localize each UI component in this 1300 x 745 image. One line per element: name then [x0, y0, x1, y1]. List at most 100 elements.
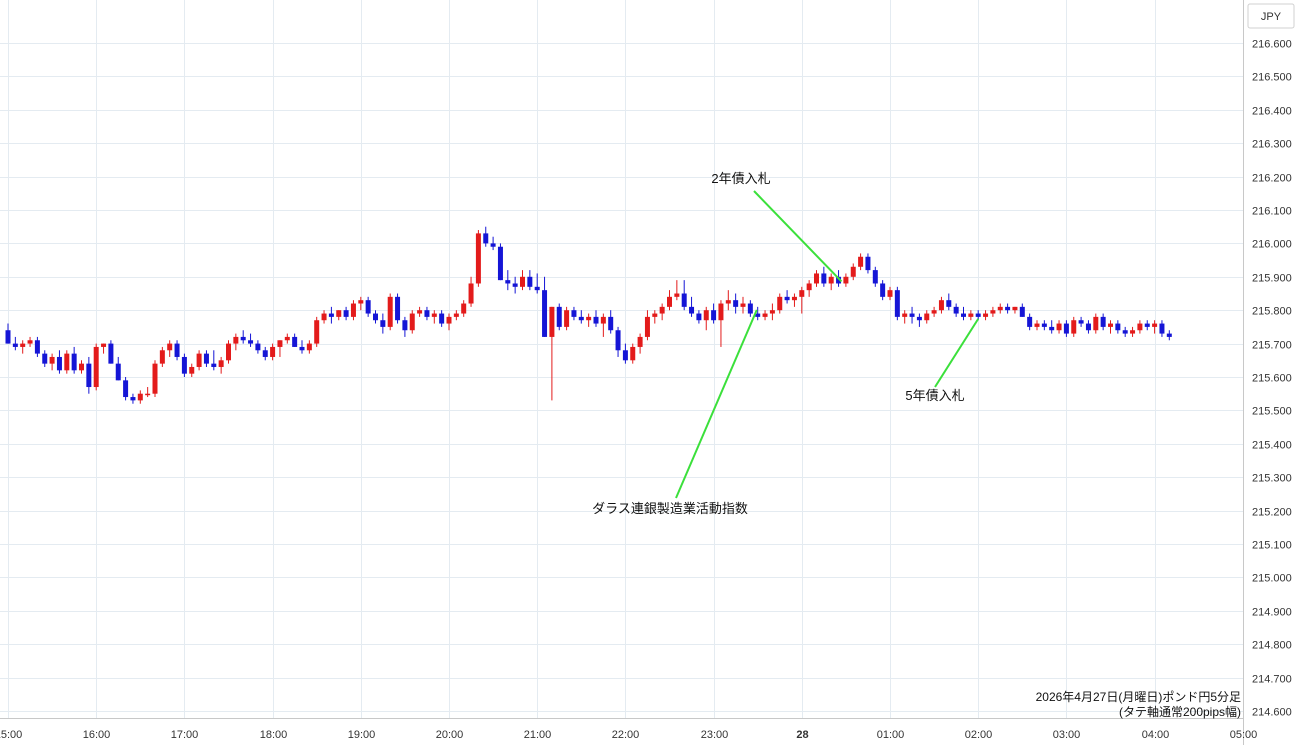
candle: [659, 303, 665, 321]
y-tick-label: 215.300: [1252, 473, 1292, 485]
y-tick-label: 214.900: [1252, 607, 1292, 619]
annotation-label: 2年債入札: [711, 171, 770, 186]
candle-body: [417, 310, 423, 314]
candle: [196, 350, 202, 371]
candle: [1093, 313, 1099, 334]
candle: [461, 300, 467, 317]
candle-body: [1041, 323, 1047, 327]
candle: [961, 306, 966, 321]
candle: [733, 293, 739, 314]
x-tick-label: 01:00: [877, 729, 905, 741]
candle: [12, 336, 18, 351]
candle: [248, 333, 254, 347]
candle-body: [696, 313, 702, 321]
candle-body: [1063, 323, 1069, 334]
candle: [424, 306, 430, 321]
candle: [314, 316, 320, 347]
candle: [556, 303, 562, 331]
currency-badge[interactable]: [1247, 3, 1295, 29]
candle: [520, 270, 525, 291]
candle-body: [659, 306, 665, 314]
candle-body: [93, 346, 99, 388]
candle: [894, 286, 900, 321]
candle-body: [277, 340, 283, 347]
candle-body: [821, 273, 827, 284]
candle-body: [159, 350, 165, 364]
candle-body: [828, 276, 834, 284]
candle-body: [1130, 330, 1136, 334]
candle: [1122, 326, 1128, 337]
candle: [395, 293, 401, 324]
candle: [740, 296, 746, 314]
candle: [27, 336, 33, 347]
candle: [880, 280, 886, 301]
candle: [203, 350, 209, 367]
candle-body: [953, 306, 959, 314]
y-tick-label: 215.200: [1252, 507, 1292, 519]
candle-body: [475, 233, 481, 284]
candle: [1041, 320, 1047, 331]
candle-body: [292, 336, 298, 347]
candle: [600, 313, 606, 337]
candle: [703, 306, 709, 331]
candle-body: [137, 393, 143, 401]
candle-body: [887, 290, 893, 297]
candle-body: [850, 266, 856, 277]
candle-body: [380, 320, 386, 327]
candle-body: [79, 363, 84, 371]
candle: [409, 310, 415, 334]
candle: [564, 306, 570, 331]
candle: [1144, 320, 1150, 331]
candle: [762, 310, 768, 321]
candle-body: [402, 320, 408, 331]
candle-body: [836, 276, 842, 284]
candle: [483, 226, 489, 247]
candle: [490, 236, 496, 251]
candle-body: [439, 313, 445, 324]
candle-body: [990, 310, 996, 314]
candle: [1071, 316, 1077, 337]
candle: [975, 310, 981, 321]
y-tick-label: 214.800: [1252, 640, 1292, 652]
candle: [1049, 320, 1055, 334]
candle: [909, 306, 915, 324]
candle: [887, 286, 893, 301]
candle-body: [255, 343, 261, 351]
candle: [1137, 320, 1143, 334]
candle: [255, 340, 261, 354]
candle: [130, 393, 136, 404]
y-tick-label: 215.700: [1252, 340, 1292, 352]
candle: [328, 306, 334, 324]
candle-body: [865, 256, 871, 271]
candle: [174, 340, 180, 361]
annotation-line: [675, 309, 758, 499]
candle-body: [909, 313, 915, 317]
candle: [615, 326, 621, 357]
candle: [505, 270, 511, 291]
y-tick-label: 215.000: [1252, 573, 1292, 585]
candle: [49, 353, 55, 371]
candle-body: [549, 306, 555, 337]
candle-body: [226, 343, 231, 361]
y-tick-label: 216.300: [1252, 139, 1292, 151]
candle: [681, 280, 687, 311]
candle-body: [1019, 306, 1025, 317]
candle: [924, 310, 930, 324]
candle: [402, 316, 408, 337]
x-tick-label: 02:00: [965, 729, 993, 741]
candle: [997, 303, 1003, 314]
candle-body: [644, 316, 650, 337]
candle: [571, 306, 577, 321]
candle: [1152, 320, 1158, 334]
candle-body: [1144, 323, 1150, 327]
candle: [56, 350, 62, 374]
x-tick-label: 16:00: [83, 729, 111, 741]
candle-body: [1137, 323, 1143, 331]
candle: [990, 306, 996, 317]
candle-body: [997, 306, 1003, 311]
candle: [211, 350, 217, 371]
candle-body: [1152, 323, 1158, 327]
footer-title: 2026年4月27日(月曜日)ポンド円5分足: [1036, 690, 1241, 704]
candle-body: [799, 290, 805, 297]
candle-body: [608, 316, 614, 331]
